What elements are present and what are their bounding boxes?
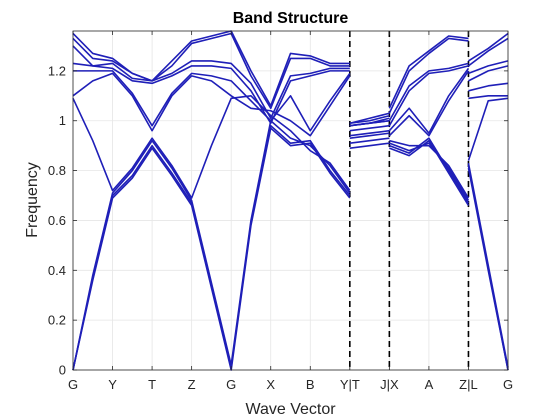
plot-area-frame xyxy=(72,30,509,371)
x-tick-label: B xyxy=(306,377,315,392)
x-tick-label: G xyxy=(226,377,236,392)
x-axis-title: Wave Vector xyxy=(245,401,336,418)
y-tick-label: 0.4 xyxy=(48,263,66,278)
x-tick-label: G xyxy=(503,377,513,392)
band-line-7 xyxy=(72,62,509,127)
y-tick-label: 0.8 xyxy=(48,163,66,178)
x-tick-label: T xyxy=(148,377,156,392)
x-tick-label: A xyxy=(425,377,434,392)
x-tick-label: Y|T xyxy=(340,377,360,392)
band-line-6 xyxy=(73,67,509,149)
y-tick-label: 0.2 xyxy=(48,313,66,328)
band-lines xyxy=(72,30,509,371)
x-tick-label: J|X xyxy=(380,377,399,392)
x-tick-label: Z|L xyxy=(459,377,478,392)
discontinuity-lines xyxy=(349,31,470,370)
y-tick-label: 1.2 xyxy=(48,63,66,78)
x-tick-label: Z xyxy=(188,377,196,392)
chart-title: Band Structure xyxy=(233,10,349,27)
y-tick-label: 0 xyxy=(59,363,66,378)
x-tick-label: G xyxy=(68,377,78,392)
plot-area-background xyxy=(73,31,508,370)
band-line-3 xyxy=(72,119,509,371)
y-axis-title: Frequency xyxy=(24,162,41,238)
band-line-10 xyxy=(72,30,509,127)
y-tick-label: 0.6 xyxy=(48,213,66,228)
x-tick-label: X xyxy=(266,377,275,392)
y-tick-label: 1 xyxy=(59,113,66,128)
axis-ticks: 0 0.2 0.4 0.6 0.8 1 1.2 G Y T Z G X B Y|T J|X A Z|L G xyxy=(48,31,513,392)
band-line-9 xyxy=(72,32,509,125)
x-tick-label: Y xyxy=(108,377,117,392)
band-line-5 xyxy=(72,70,508,144)
